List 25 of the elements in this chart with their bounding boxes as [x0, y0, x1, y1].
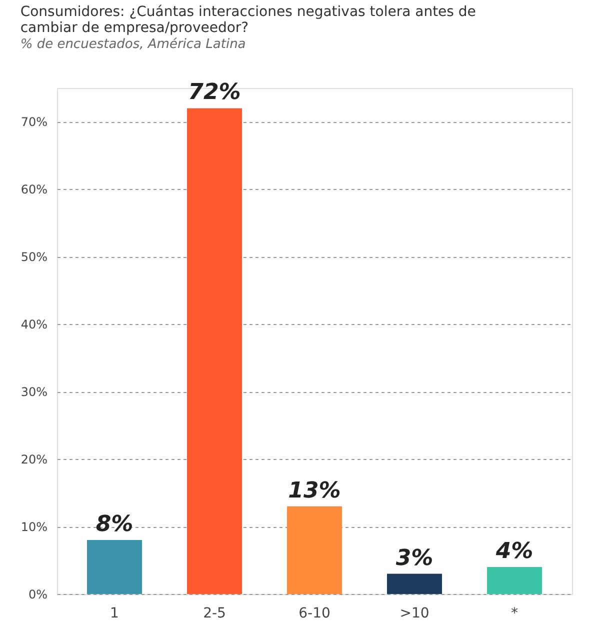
x-tick-label: >10	[400, 606, 430, 622]
y-tick-label: 20%	[20, 452, 48, 467]
x-tick-label: 2-5	[203, 606, 226, 622]
x-tick-label: 1	[110, 606, 119, 622]
x-tick-label: *	[511, 606, 518, 622]
bar	[387, 574, 442, 594]
data-label: 4%	[494, 539, 534, 564]
chart-subtitle: % de encuestados, América Latina	[20, 37, 246, 52]
y-tick-label: 60%	[20, 182, 48, 197]
y-tick-label: 40%	[20, 318, 48, 332]
bar	[187, 108, 242, 594]
bar	[287, 506, 342, 594]
data-label: 72%	[188, 80, 241, 106]
y-tick-label: 10%	[20, 520, 48, 534]
y-tick-label: 70%	[20, 115, 48, 130]
x-tick-label: 6-10	[298, 606, 330, 622]
y-tick-label: 50%	[20, 250, 48, 264]
data-label: 13%	[288, 478, 341, 504]
data-label: 8%	[96, 512, 134, 538]
y-tick-label: 0%	[28, 588, 48, 602]
y-tick-label: 30%	[20, 385, 48, 400]
bar	[87, 540, 142, 594]
chart-title: Consumidores: ¿Cuántas interacciones negativas tolera antes de cambiar de empresa/proveedor?	[20, 4, 476, 36]
bar	[487, 567, 542, 594]
data-label: 3%	[396, 546, 434, 571]
